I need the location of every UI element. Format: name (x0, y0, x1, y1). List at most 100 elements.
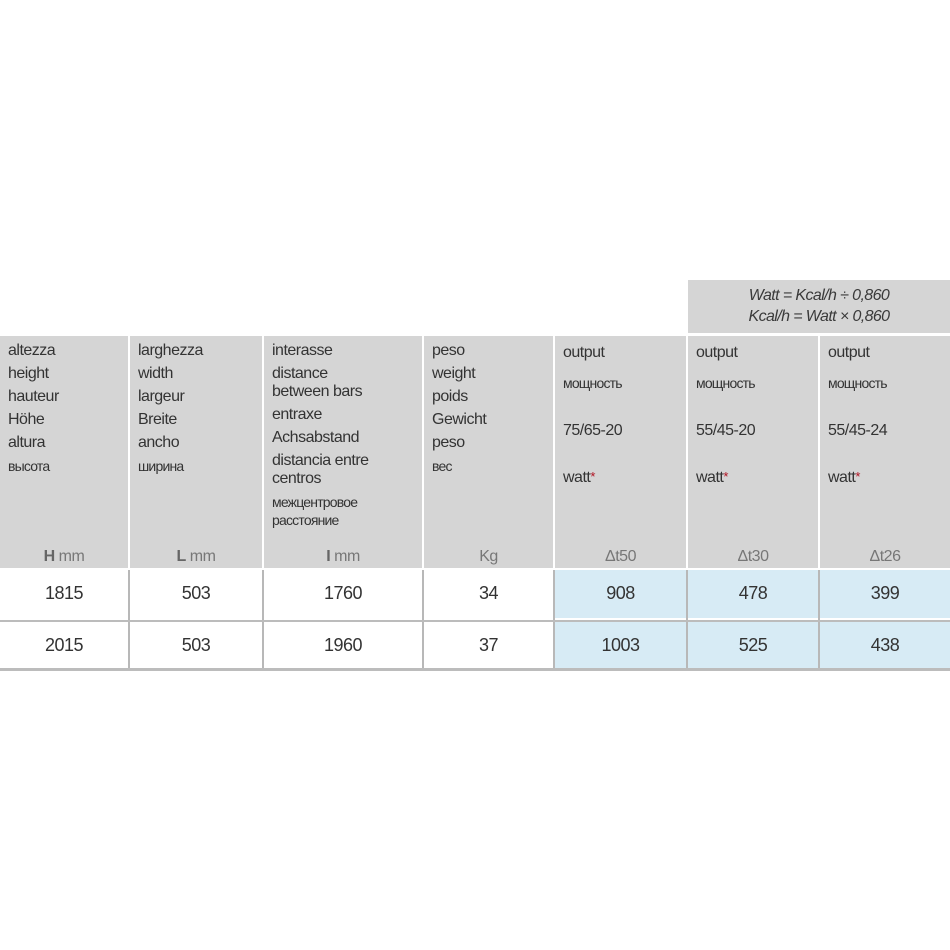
table-cell: 438 (820, 622, 950, 670)
delta-label: Δt50 (605, 548, 636, 565)
header-label: hauteur (8, 388, 128, 406)
header-label: Breite (138, 411, 262, 429)
table-cell: 908 (555, 570, 686, 618)
output-header-cell: output мощность 75/65-20 watt* Δt50 (555, 336, 686, 568)
header-label: larghezza (138, 342, 262, 360)
header-label: distance between bars (272, 365, 422, 401)
asterisk-mark: * (855, 469, 860, 484)
table-cell: 1815 (44, 583, 84, 603)
header-label-line: larghezza (138, 342, 203, 359)
header-label: altezza (8, 342, 128, 360)
header-label-line: Breite (138, 411, 177, 428)
header-label: distancia entre centros (272, 452, 422, 488)
output-label-ru: мощность (563, 375, 623, 391)
header-label-line: height (8, 365, 49, 382)
delta-label: Δt30 (737, 548, 769, 565)
table-cell: 1960 (323, 635, 363, 655)
header-label: Höhe (8, 411, 128, 429)
column-divider (128, 570, 130, 668)
header-label-line: altezza (8, 342, 56, 359)
header-label-line: расстояние (272, 512, 339, 528)
table-cell: 503 (181, 635, 211, 655)
measure-label: watt* (696, 469, 728, 487)
header-label-line: peso (432, 342, 465, 359)
header-label: width (138, 365, 262, 383)
header-label-line: вес (432, 458, 452, 474)
header-label-line: Gewicht (432, 411, 487, 428)
header-label: ширина (138, 457, 262, 475)
header-label-line: width (138, 365, 173, 382)
header-label: Gewicht (432, 411, 553, 429)
output-header-cell: output мощность 55/45-24 watt* Δt26 (820, 336, 950, 568)
header-label: height (8, 365, 128, 383)
header-cell: larghezza width largeur Breite ancho ширина L … (130, 336, 262, 568)
asterisk-mark: * (590, 469, 595, 484)
header-label: вес (432, 457, 553, 475)
header-label-line: ancho (138, 434, 180, 451)
header-label-line: largeur (138, 388, 185, 405)
header-label-line: interasse (272, 342, 333, 359)
conversion-formula: Watt = Kcal/h ÷ 0,860 Kcal/h = Watt × 0,… (688, 280, 950, 333)
measure-label: watt* (828, 469, 860, 487)
unit-text: mm (189, 548, 216, 565)
unit-label: H mm (0, 548, 128, 566)
header-label-line: entraxe (272, 406, 322, 423)
header-cell: peso weight poids Gewicht peso вес Kg (424, 336, 553, 568)
header-label-line: altura (8, 434, 46, 451)
output-label-ru: мощность (696, 375, 756, 391)
header-label: peso (432, 434, 553, 452)
column-divider (553, 570, 555, 668)
header-label-line: высота (8, 458, 50, 474)
unit-symbol: I (326, 548, 331, 565)
header-label-line: Achsabstand (272, 429, 360, 446)
row-divider (0, 668, 950, 671)
formula-line-1: Watt = Kcal/h ÷ 0,860 (748, 287, 890, 304)
column-divider (422, 570, 424, 668)
unit-text: mm (58, 548, 85, 565)
unit-label: L mm (130, 548, 262, 566)
table-cell: 2015 (44, 635, 84, 655)
table-cell: 34 (478, 583, 499, 603)
table-cell: 525 (688, 622, 818, 670)
header-label: межцентровое расстояние (272, 493, 422, 529)
column-divider (686, 570, 688, 668)
header-cell: altezza height hauteur Höhe altura высота H mm (0, 336, 128, 568)
output-label: output (828, 344, 870, 361)
header-label-line: poids (432, 388, 468, 405)
unit-label: I mm (264, 548, 422, 566)
asterisk-mark: * (723, 469, 728, 484)
measure-unit: watt (696, 469, 724, 486)
table-cell: 399 (820, 570, 950, 618)
header-label-line: distancia entre (272, 452, 369, 469)
header-label-line: hauteur (8, 388, 59, 405)
temperature-condition: 55/45-24 (828, 422, 888, 439)
header-label-line: peso (432, 434, 465, 451)
formula-line-2: Kcal/h = Watt × 0,860 (748, 308, 891, 325)
header-label: interasse (272, 342, 422, 360)
header-label: Achsabstand (272, 429, 422, 447)
header-label-line: between bars (272, 383, 363, 400)
header-label: largeur (138, 388, 262, 406)
header-label-line: Höhe (8, 411, 45, 428)
header-label: высота (8, 457, 128, 475)
header-label: altura (8, 434, 128, 452)
measure-unit: watt (828, 469, 856, 486)
column-divider (818, 570, 820, 668)
output-label: output (696, 344, 738, 361)
header-label-line: centros (272, 470, 321, 487)
header-label-line: ширина (138, 458, 184, 474)
unit-symbol: L (176, 548, 187, 565)
temperature-condition: 75/65-20 (563, 422, 623, 439)
header-label: poids (432, 388, 553, 406)
column-divider (262, 570, 264, 668)
header-label: weight (432, 365, 553, 383)
measure-label: watt* (563, 469, 595, 487)
header-label: ancho (138, 434, 262, 452)
output-label-ru: мощность (828, 375, 888, 391)
unit-symbol: H (43, 548, 56, 565)
header-label-line: межцентровое (272, 494, 358, 510)
header-label: entraxe (272, 406, 422, 424)
table-cell: 1003 (555, 622, 686, 670)
unit-label: Kg (424, 548, 553, 566)
header-label-line: distance (272, 365, 328, 382)
